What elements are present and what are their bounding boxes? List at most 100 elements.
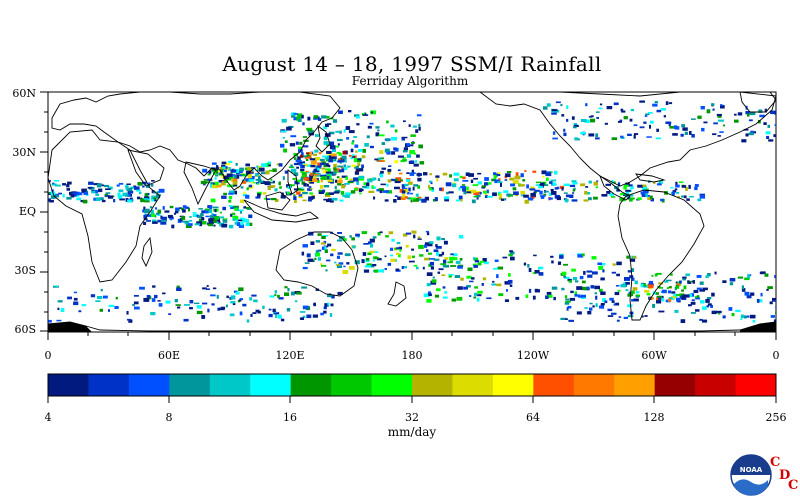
rainfall-cell bbox=[429, 187, 433, 191]
rainfall-cell bbox=[560, 317, 567, 320]
rainfall-cell bbox=[666, 287, 670, 289]
rainfall-cell bbox=[497, 181, 503, 183]
rainfall-cell bbox=[69, 191, 75, 196]
rainfall-cell bbox=[322, 155, 327, 158]
rainfall-cell bbox=[232, 181, 238, 185]
rainfall-cell bbox=[226, 295, 229, 299]
rainfall-cell bbox=[206, 285, 209, 287]
rainfall-cell bbox=[213, 224, 216, 227]
rainfall-cell bbox=[545, 184, 549, 186]
rainfall-cell bbox=[632, 256, 637, 259]
rainfall-cell bbox=[681, 185, 687, 188]
rainfall-cell bbox=[545, 177, 549, 182]
lon-label-60e: 60E bbox=[157, 349, 181, 362]
rainfall-cell bbox=[156, 191, 160, 194]
rainfall-cell bbox=[237, 219, 242, 222]
rainfall-cell bbox=[139, 286, 145, 290]
rainfall-cell bbox=[268, 308, 272, 311]
rainfall-cell bbox=[175, 207, 180, 211]
rainfall-cell bbox=[261, 163, 267, 167]
rainfall-cell bbox=[319, 162, 326, 166]
rainfall-cell bbox=[520, 190, 525, 195]
rainfall-cell bbox=[567, 305, 572, 309]
rainfall-cell bbox=[150, 184, 154, 187]
rainfall-cell bbox=[457, 265, 463, 269]
lon-label-60w: 60W bbox=[641, 349, 667, 362]
rainfall-cell bbox=[588, 116, 593, 118]
rainfall-cell bbox=[314, 149, 319, 153]
rainfall-cell bbox=[554, 170, 558, 175]
rainfall-cell bbox=[729, 282, 734, 286]
rainfall-cell bbox=[221, 223, 228, 228]
rainfall-cell bbox=[680, 319, 686, 323]
rainfall-cell bbox=[325, 171, 332, 174]
rainfall-cell bbox=[208, 220, 214, 224]
rainfall-cell bbox=[332, 148, 336, 153]
rainfall-cell bbox=[321, 236, 326, 239]
rainfall-cell bbox=[412, 125, 417, 128]
rainfall-cell bbox=[154, 214, 157, 218]
rainfall-cell bbox=[377, 232, 381, 236]
rainfall-cell bbox=[500, 183, 502, 187]
rainfall-cell bbox=[211, 162, 217, 165]
rainfall-cell bbox=[374, 251, 379, 253]
rainfall-cell bbox=[351, 164, 356, 168]
rainfall-cell bbox=[563, 128, 566, 132]
rainfall-cell bbox=[312, 314, 318, 318]
rainfall-cell bbox=[499, 193, 503, 198]
rainfall-cell bbox=[472, 263, 477, 266]
rainfall-cell bbox=[197, 215, 203, 219]
rainfall-cell bbox=[431, 279, 437, 283]
rainfall-cell bbox=[446, 191, 449, 195]
rainfall-cell bbox=[670, 296, 676, 299]
rainfall-cell bbox=[412, 186, 415, 191]
rainfall-cell bbox=[290, 164, 293, 168]
rainfall-cell bbox=[324, 246, 327, 250]
rainfall-cell bbox=[404, 183, 409, 187]
rainfall-cell bbox=[315, 288, 319, 291]
rainfall-cell bbox=[450, 265, 457, 267]
rainfall-cell bbox=[492, 280, 495, 283]
rainfall-cell bbox=[424, 242, 430, 245]
rainfall-cell bbox=[257, 180, 264, 183]
rainfall-cell bbox=[496, 172, 501, 176]
rainfall-cell bbox=[116, 184, 120, 187]
rainfall-cell bbox=[611, 312, 617, 315]
rainfall-cell bbox=[337, 252, 343, 255]
rainfall-cell bbox=[586, 192, 591, 195]
rainfall-cell bbox=[323, 306, 327, 310]
rainfall-cell bbox=[143, 206, 146, 210]
rainfall-cell bbox=[560, 103, 563, 107]
rainfall-cell bbox=[623, 116, 628, 120]
rainfall-patches bbox=[48, 100, 776, 323]
rainfall-cell bbox=[747, 274, 751, 279]
rainfall-cell bbox=[670, 187, 674, 189]
rainfall-cell bbox=[602, 298, 606, 303]
rainfall-cell bbox=[185, 224, 192, 228]
rainfall-cell bbox=[422, 266, 425, 270]
rainfall-cell bbox=[238, 223, 245, 228]
rainfall-cell bbox=[329, 176, 332, 181]
rainfall-cell bbox=[497, 192, 501, 196]
rainfall-cell bbox=[66, 184, 70, 188]
rainfall-cell bbox=[672, 133, 678, 136]
rainfall-cell bbox=[335, 170, 338, 173]
rainfall-cell bbox=[374, 158, 379, 161]
rainfall-cell bbox=[262, 192, 267, 195]
rainfall-cell bbox=[373, 196, 376, 200]
rainfall-cell bbox=[256, 165, 259, 168]
rainfall-cell bbox=[581, 280, 586, 284]
rainfall-cell bbox=[323, 240, 327, 244]
rainfall-cell bbox=[312, 178, 317, 182]
rainfall-cell bbox=[661, 289, 667, 294]
rainfall-cell bbox=[764, 108, 767, 113]
rainfall-cell bbox=[367, 178, 373, 183]
rainfall-cell bbox=[301, 165, 305, 169]
rainfall-cell bbox=[460, 186, 466, 189]
lon-label-120w: 120W bbox=[516, 349, 550, 362]
rainfall-cell bbox=[481, 283, 484, 286]
rainfall-cell bbox=[589, 302, 593, 305]
rainfall-cell bbox=[93, 189, 98, 194]
rainfall-cell bbox=[675, 184, 680, 188]
rainfall-cell bbox=[331, 153, 337, 157]
